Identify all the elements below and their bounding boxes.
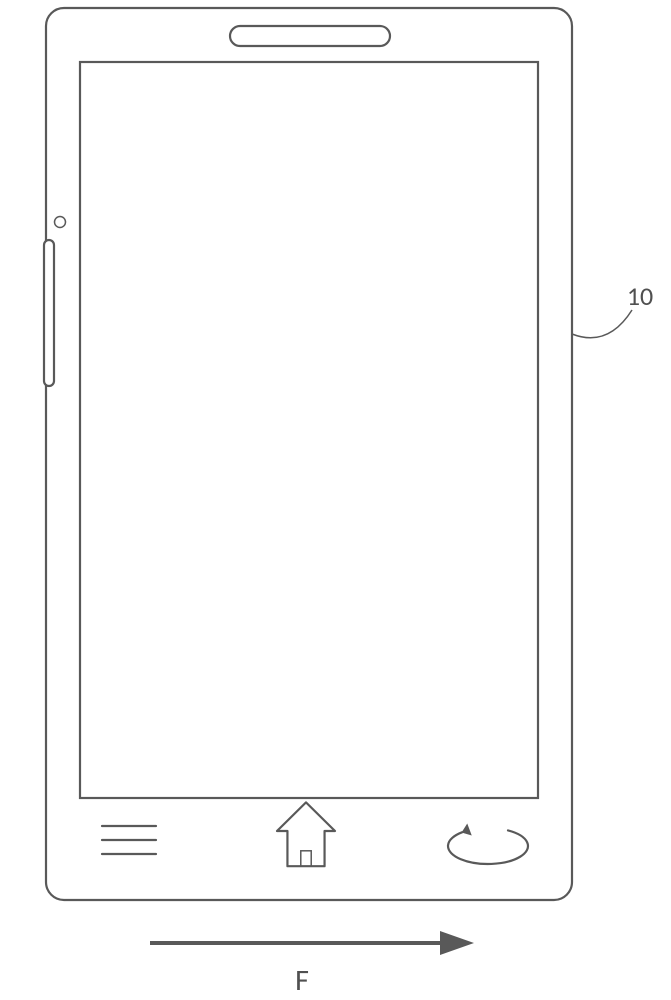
phone-screen <box>80 62 538 798</box>
direction-arrow-icon <box>150 931 474 955</box>
home-door-icon <box>301 851 311 866</box>
phone-body <box>46 8 572 900</box>
back-arrowhead-icon <box>462 825 471 835</box>
speaker-slit <box>230 26 390 46</box>
callout-leader <box>572 310 632 338</box>
home-icon <box>277 802 335 866</box>
front-camera <box>55 217 66 228</box>
side-button <box>44 240 54 386</box>
back-icon <box>448 830 528 864</box>
arrow-label: F <box>295 962 309 999</box>
callout-label: 10 <box>627 280 653 312</box>
